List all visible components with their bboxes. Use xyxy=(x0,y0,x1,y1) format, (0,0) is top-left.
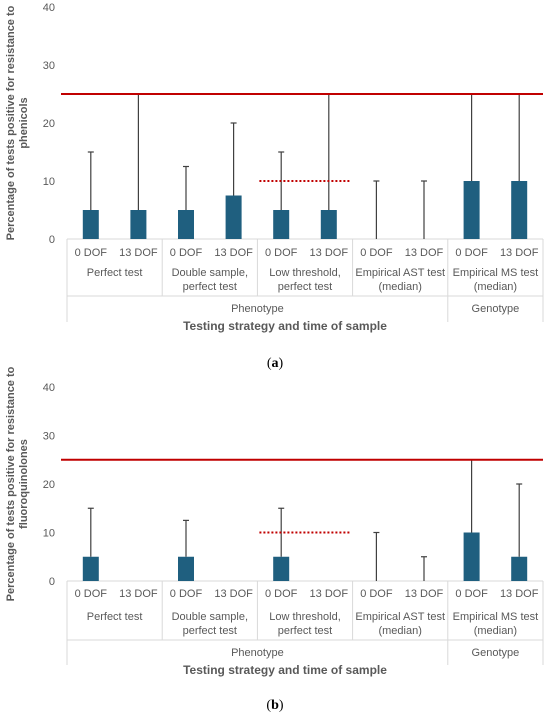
category-label: 0 DOF xyxy=(170,588,203,600)
y-tick-label: 30 xyxy=(43,60,55,72)
group-label: Low threshold, xyxy=(269,611,341,623)
group-label: perfect test xyxy=(278,281,332,293)
bar xyxy=(273,556,290,581)
group-label: Double sample, xyxy=(172,267,248,279)
group-label: Low threshold, xyxy=(269,267,341,279)
y-axis-label-line: fluoroquinolones xyxy=(18,439,30,529)
category-label: 0 DOF xyxy=(455,588,488,600)
caption-a-letter: a xyxy=(271,356,279,371)
y-axis-label: Percentage of tests positive for resista… xyxy=(5,5,30,240)
category-label: 0 DOF xyxy=(75,247,108,259)
group-label: (median) xyxy=(378,281,421,293)
caption-b: (b) xyxy=(266,698,284,713)
bar xyxy=(463,532,480,581)
chart-panel-a: 0 10 20 30 40 Percentage of tests positive fo… xyxy=(5,2,544,333)
group-label: perfect test xyxy=(183,281,237,293)
bar xyxy=(178,210,194,239)
y-tick-label: 10 xyxy=(43,176,55,188)
bar xyxy=(82,210,99,239)
category-label: 0 DOF xyxy=(360,247,393,259)
y-tick-label: 20 xyxy=(43,479,55,491)
category-label: 13 DOF xyxy=(119,247,158,259)
category-label: 0 DOF xyxy=(455,247,488,259)
supergroup-label: Genotype xyxy=(472,647,520,659)
category-label: 13 DOF xyxy=(310,588,349,600)
y-tick-label: 20 xyxy=(43,118,55,130)
supergroup-label: Phenotype xyxy=(231,647,284,659)
group-label: Empirical AST test xyxy=(355,267,445,279)
group-label: Perfect test xyxy=(87,267,143,279)
x-axis-label: Testing strategy and time of sample xyxy=(183,663,387,677)
category-label: 13 DOF xyxy=(405,247,444,259)
group-label: Empirical MS test xyxy=(453,611,539,623)
group-label: Double sample, xyxy=(172,611,248,623)
caption-b-letter: b xyxy=(271,698,279,713)
y-tick-label: 30 xyxy=(43,431,55,443)
category-label: 13 DOF xyxy=(310,247,349,259)
group-label: Empirical MS test xyxy=(453,267,539,279)
bar xyxy=(511,181,528,239)
y-tick-label: 10 xyxy=(43,528,55,540)
category-label: 0 DOF xyxy=(170,247,203,259)
category-label: 0 DOF xyxy=(265,247,298,259)
y-axis-label-line: phenicols xyxy=(18,97,30,148)
category-label: 0 DOF xyxy=(265,588,298,600)
y-tick-label: 40 xyxy=(43,382,55,394)
group-label: (median) xyxy=(474,625,517,637)
category-label: 13 DOF xyxy=(119,588,158,600)
bar xyxy=(178,556,194,581)
group-label: Empirical AST test xyxy=(355,611,445,623)
category-label: 0 DOF xyxy=(75,588,108,600)
bar xyxy=(130,210,147,239)
y-axis-label: Percentage of tests positive for resista… xyxy=(5,366,30,601)
chart-panel-b: 0 10 20 30 40 Percentage of tests positive fo… xyxy=(5,366,544,677)
supergroup-label: Phenotype xyxy=(231,303,284,315)
y-axis-label-line: Percentage of tests positive for resista… xyxy=(5,366,17,601)
bar xyxy=(273,210,290,239)
bar xyxy=(511,556,528,581)
y-tick-label: 0 xyxy=(49,576,55,588)
bar xyxy=(463,181,480,239)
category-label: 13 DOF xyxy=(214,247,253,259)
caption-a: (a) xyxy=(266,356,284,371)
group-label: (median) xyxy=(474,281,517,293)
group-label: perfect test xyxy=(183,625,237,637)
category-label: 13 DOF xyxy=(500,588,539,600)
x-axis-label: Testing strategy and time of sample xyxy=(183,319,387,333)
category-label: 0 DOF xyxy=(360,588,393,600)
bar xyxy=(82,556,99,581)
group-label: Perfect test xyxy=(87,611,143,623)
bar xyxy=(320,210,337,239)
group-label: (median) xyxy=(378,625,421,637)
y-axis-label-line: Percentage of tests positive for resista… xyxy=(5,5,17,240)
supergroup-label: Genotype xyxy=(472,303,520,315)
bar xyxy=(225,195,242,239)
category-label: 13 DOF xyxy=(500,247,539,259)
y-tick-label: 0 xyxy=(49,234,55,246)
group-label: perfect test xyxy=(278,625,332,637)
category-label: 13 DOF xyxy=(214,588,253,600)
y-tick-label: 40 xyxy=(43,2,55,14)
category-label: 13 DOF xyxy=(405,588,444,600)
